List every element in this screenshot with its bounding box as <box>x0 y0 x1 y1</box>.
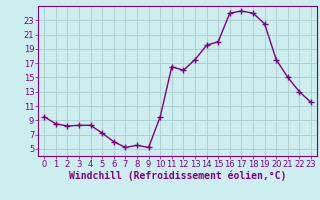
X-axis label: Windchill (Refroidissement éolien,°C): Windchill (Refroidissement éolien,°C) <box>69 171 286 181</box>
